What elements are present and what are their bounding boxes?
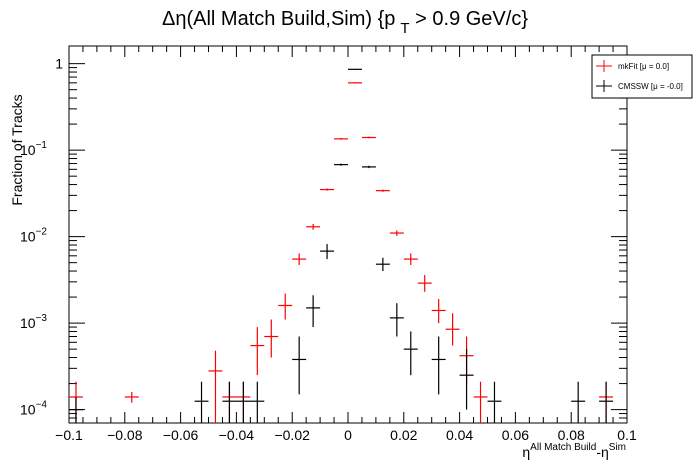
chart-title-prefix: Δη(All Match Build,Sim) {p bbox=[162, 8, 395, 30]
legend: mkFit [μ = 0.0] CMSSW [μ = -0.0] bbox=[591, 54, 693, 99]
x-tick-label: 0 bbox=[344, 427, 352, 443]
axes: −0.1 −0.08 −0.06 −0.04 −0.02 0 0.02 0.04 0.06 0.0… bbox=[20, 46, 637, 443]
y-tick-label: 1 bbox=[55, 56, 63, 72]
y-tick-label: 10−3 bbox=[20, 313, 47, 331]
chart-title-subscript: T bbox=[400, 20, 409, 37]
y-tick-label-base: 10 bbox=[20, 315, 36, 331]
y-tick-label: 10−2 bbox=[20, 227, 47, 245]
legend-box bbox=[591, 54, 693, 99]
chart-title: Δη(All Match Build,Sim) {p T > 0.9 GeV/c} bbox=[162, 8, 528, 37]
series-layer bbox=[69, 68, 614, 423]
chart-title-suffix: > 0.9 GeV/c} bbox=[410, 8, 529, 30]
x-tick-label: −0.02 bbox=[274, 427, 310, 443]
y-tick-label-base: 10 bbox=[20, 142, 36, 158]
y-tick-label: 10−4 bbox=[20, 400, 47, 418]
x-tick-label: 0.08 bbox=[558, 427, 585, 443]
series-cmssw bbox=[69, 68, 614, 423]
x-tick-label: −0.08 bbox=[107, 427, 143, 443]
legend-mkfit-label: mkFit [μ = 0.0] bbox=[618, 62, 669, 71]
x-tick-label: 0.06 bbox=[502, 427, 529, 443]
x-tick-label: −0.04 bbox=[219, 427, 255, 443]
x-axis-label: ηAll Match Build-ηSim bbox=[522, 442, 626, 460]
plot-frame bbox=[68, 45, 628, 424]
x-tick-label: −0.1 bbox=[55, 427, 83, 443]
y-tick-label: 10−1 bbox=[20, 140, 47, 158]
x-axis-label-mid: -η bbox=[596, 444, 608, 460]
series-mkfit bbox=[69, 82, 614, 423]
legend-cmssw-label: CMSSW [μ = -0.0] bbox=[618, 82, 683, 91]
x-tick-label: −0.06 bbox=[163, 427, 199, 443]
y-tick-label-base: 1 bbox=[55, 56, 63, 72]
y-tick-label-base: 10 bbox=[20, 402, 36, 418]
y-tick-label-base: 10 bbox=[20, 229, 36, 245]
x-axis-label-sup1: All Match Build bbox=[530, 442, 596, 453]
x-axis-label-eta: η bbox=[522, 444, 530, 460]
x-tick-label: 0.02 bbox=[390, 427, 417, 443]
y-tick-label-exponent: −3 bbox=[36, 313, 48, 324]
x-axis-label-sup2: Sim bbox=[609, 442, 626, 453]
y-tick-label-exponent: −2 bbox=[36, 227, 48, 238]
y-axis-label: Fraction of Tracks bbox=[9, 94, 25, 205]
x-tick-label: 0.04 bbox=[446, 427, 473, 443]
x-tick-label: 0.1 bbox=[617, 427, 637, 443]
y-tick-label-exponent: −4 bbox=[36, 400, 48, 411]
y-tick-label-exponent: −1 bbox=[36, 140, 48, 151]
